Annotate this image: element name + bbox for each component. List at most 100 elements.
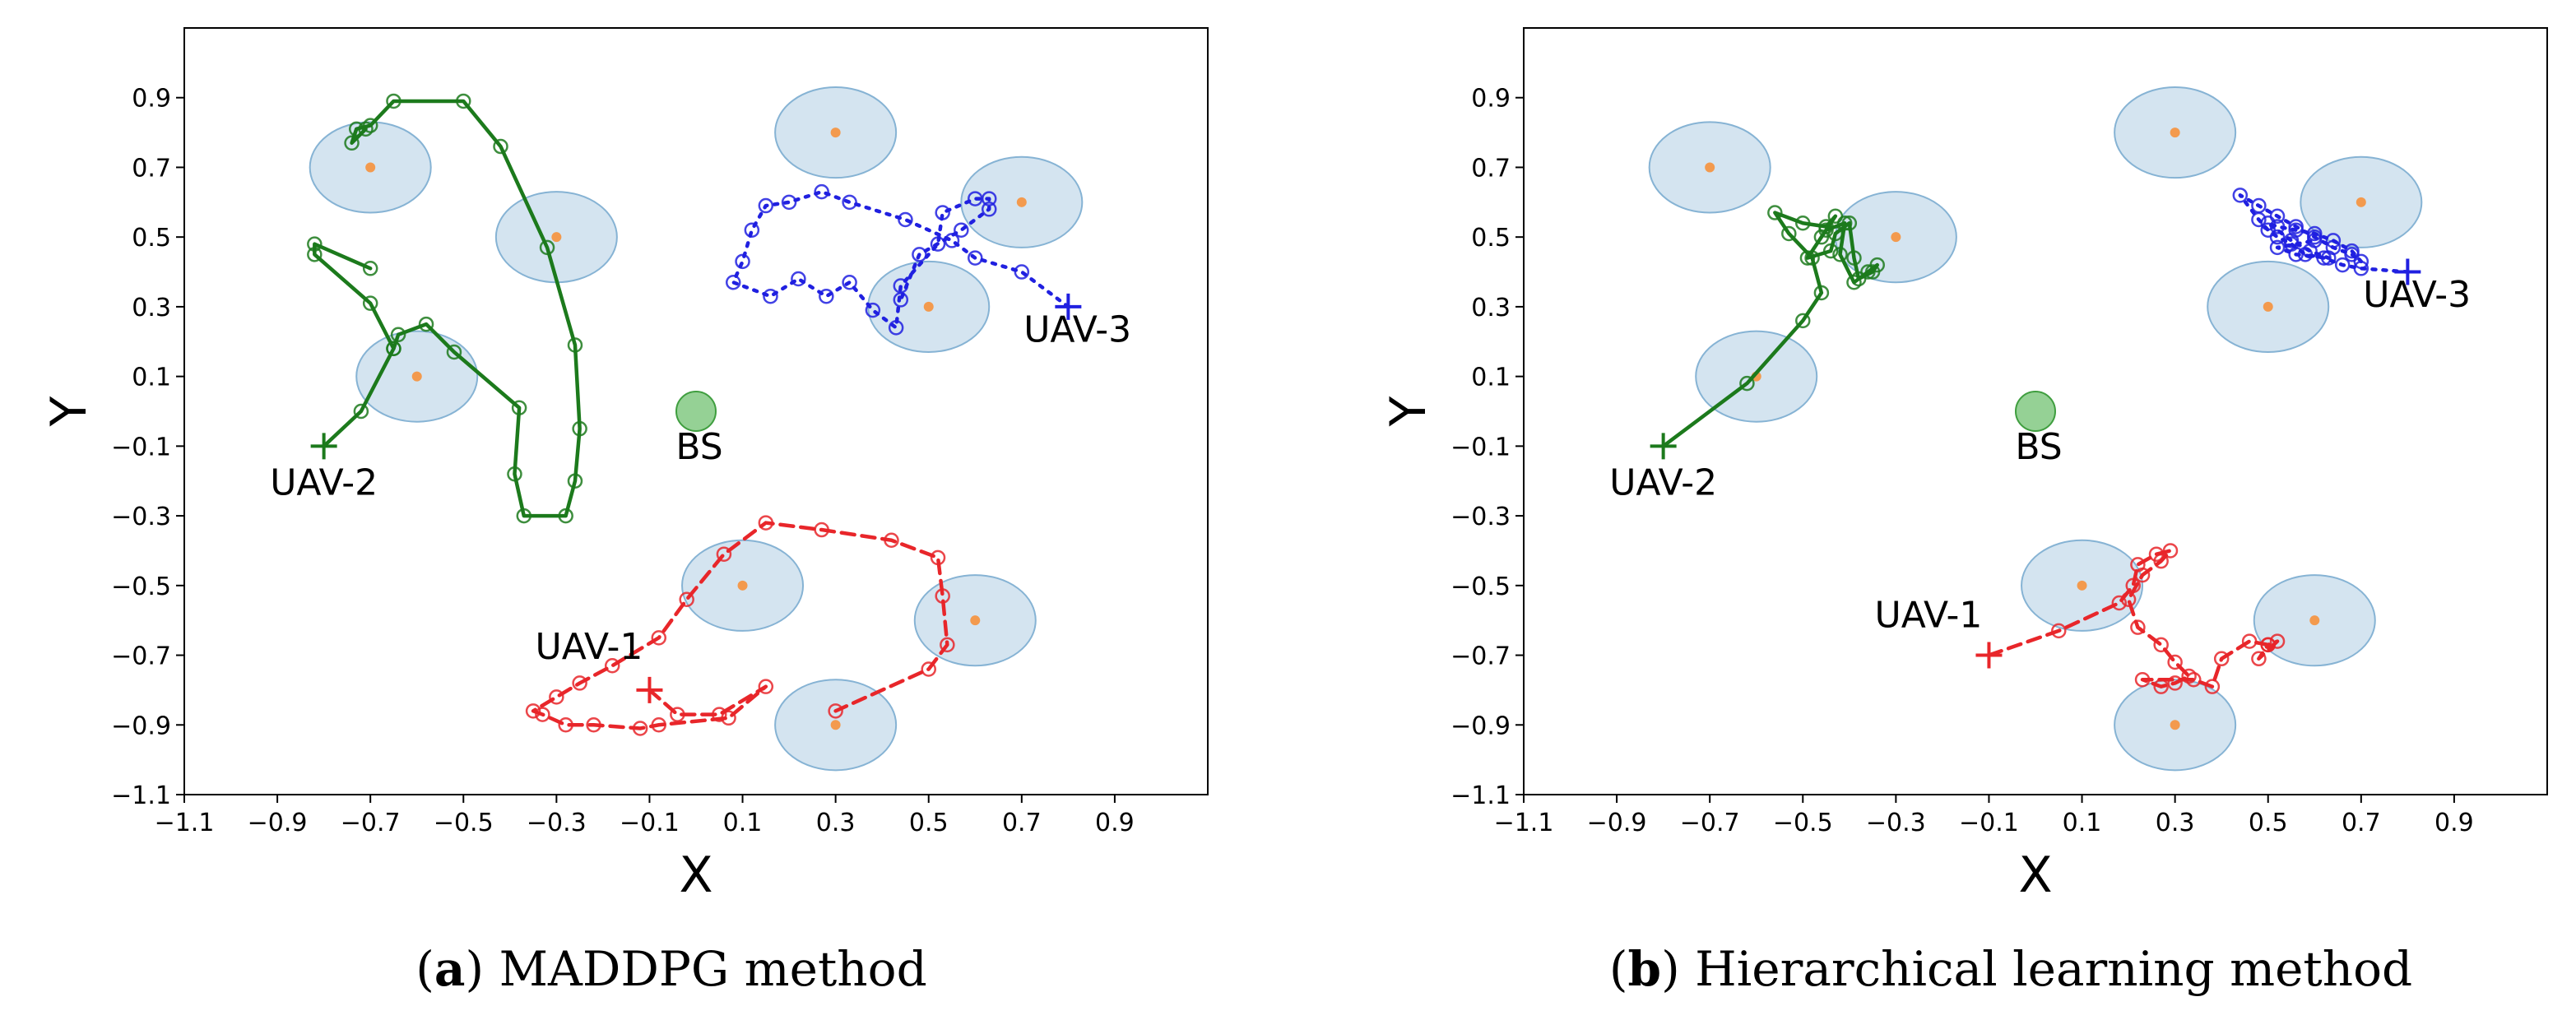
target-point — [2077, 580, 2087, 591]
waypoint-marker — [912, 247, 927, 262]
panel-b: BS UAV-1 UAV-2 UAV-3 −1.1 −0.9 −0.7 −0.5 −0.3 −0… — [1380, 27, 2548, 997]
target-point — [830, 720, 841, 730]
waypoint-marker — [2260, 222, 2276, 238]
uav-trajectories — [307, 93, 1082, 736]
waypoint-marker — [604, 658, 620, 674]
target-point — [2170, 128, 2180, 138]
y-tick-label: −0.3 — [111, 503, 171, 531]
target-point — [2309, 615, 2320, 626]
waypoint-marker — [930, 549, 946, 566]
y-tick-label: −0.7 — [111, 642, 171, 671]
waypoint-marker — [2353, 261, 2369, 276]
start-marker — [636, 676, 663, 703]
waypoint-marker — [670, 707, 685, 722]
waypoint-marker — [819, 288, 834, 304]
y-tick-label: 0.3 — [1471, 294, 1511, 322]
waypoint-marker — [1813, 285, 1830, 301]
waypoint-marker — [344, 135, 360, 151]
x-tick-label: −1.1 — [155, 809, 215, 837]
plot-frame — [183, 27, 1209, 795]
base-station — [2015, 391, 2056, 432]
waypoint-marker — [511, 400, 527, 416]
x-tick-label: −0.7 — [341, 809, 401, 837]
base-station-marker — [675, 391, 717, 432]
waypoint-marker — [418, 316, 434, 332]
waypoint-marker — [2153, 553, 2169, 569]
y-axis-ticks: −1.1 −0.9 −0.7 −0.5 −0.3 −0.1 0.1 0.3 0.5 0.7 0.9 — [111, 85, 184, 810]
x-axis-label: X — [679, 846, 712, 904]
waypoint-marker — [1818, 222, 1834, 238]
target-point — [1705, 162, 1715, 173]
waypoint-marker — [2269, 219, 2286, 234]
panel-a: BS UAV-1 UAV-2 UAV-3 −1.1 −0.9 −0.7 −0.5 −0.3 −0… — [40, 27, 1209, 997]
caption-letter: a — [434, 941, 466, 997]
waypoint-marker — [2260, 215, 2276, 231]
x-tick-label: −0.5 — [434, 809, 494, 837]
y-tick-label: −0.9 — [1450, 712, 1511, 740]
waypoint-marker — [842, 275, 857, 290]
y-tick-label: −0.3 — [1450, 503, 1511, 531]
target-point — [2170, 720, 2180, 730]
waypoint-marker — [828, 703, 843, 719]
waypoint-marker — [1795, 215, 1811, 231]
waypoint-marker — [632, 721, 648, 736]
x-tick-label: 0.7 — [1002, 809, 1042, 837]
waypoint-marker — [781, 194, 797, 211]
waypoint-marker — [2307, 225, 2323, 242]
waypoint-marker — [307, 236, 323, 252]
waypoint-marker — [2186, 671, 2202, 688]
start-marker — [310, 433, 337, 460]
waypoint-marker — [735, 253, 750, 270]
waypoint-marker — [935, 205, 950, 220]
target-point — [923, 301, 934, 312]
target-markers — [365, 128, 1027, 730]
waypoint-marker — [446, 344, 462, 360]
waypoint-marker — [2167, 675, 2183, 691]
base-station-marker — [2015, 391, 2056, 432]
waypoint-marker — [2125, 577, 2141, 594]
waypoint-marker — [968, 250, 983, 266]
waypoint-marker — [558, 717, 573, 733]
x-tick-label: −0.9 — [1587, 809, 1647, 837]
y-axis-label: Y — [40, 396, 98, 427]
y-tick-label: 0.9 — [1471, 85, 1511, 114]
x-tick-label: −0.1 — [620, 809, 680, 837]
uav-3-label: UAV-3 — [1023, 308, 1131, 350]
waypoint-marker — [2167, 654, 2183, 670]
annotations: BS UAV-1 UAV-2 UAV-3 — [1609, 274, 2471, 637]
waypoint-marker — [2334, 257, 2351, 273]
waypoint-marker — [558, 508, 573, 524]
annotations: BS UAV-1 UAV-2 UAV-3 — [270, 308, 1131, 668]
trajectory-line — [731, 189, 1070, 330]
uav-3-trajectory — [2232, 188, 2421, 285]
x-tick-label: 0.5 — [2249, 809, 2288, 837]
uav-2-label: UAV-2 — [1609, 462, 1717, 504]
waypoint-marker — [362, 261, 378, 276]
x-tick-label: 0.3 — [2156, 809, 2195, 837]
waypoint-marker — [712, 707, 727, 722]
waypoint-marker — [2111, 595, 2128, 611]
waypoint-marker — [362, 295, 378, 311]
waypoint-marker — [567, 337, 583, 353]
waypoint-marker — [516, 508, 532, 524]
panel-caption: (b) Hierarchical learning method — [1609, 941, 2412, 997]
waypoint-marker — [1014, 264, 1030, 280]
waypoint-marker — [307, 247, 323, 262]
target-point — [1891, 232, 1901, 243]
waypoint-marker — [2325, 233, 2342, 248]
waypoint-marker — [348, 121, 364, 137]
y-tick-label: −0.7 — [1450, 642, 1511, 671]
uav-1-trajectory — [525, 515, 955, 736]
waypoint-marker — [2153, 637, 2169, 653]
waypoint-marker — [763, 288, 778, 304]
waypoint-marker — [898, 211, 913, 228]
bs-label: BS — [675, 426, 722, 468]
waypoint-marker — [651, 630, 667, 646]
waypoint-marker — [935, 588, 950, 604]
x-tick-label: −0.3 — [527, 809, 587, 837]
x-tick-label: 0.1 — [723, 809, 763, 837]
caption-text: MADDPG method — [499, 941, 927, 997]
waypoint-marker — [353, 403, 369, 420]
y-axis-label: Y — [1380, 396, 1437, 427]
